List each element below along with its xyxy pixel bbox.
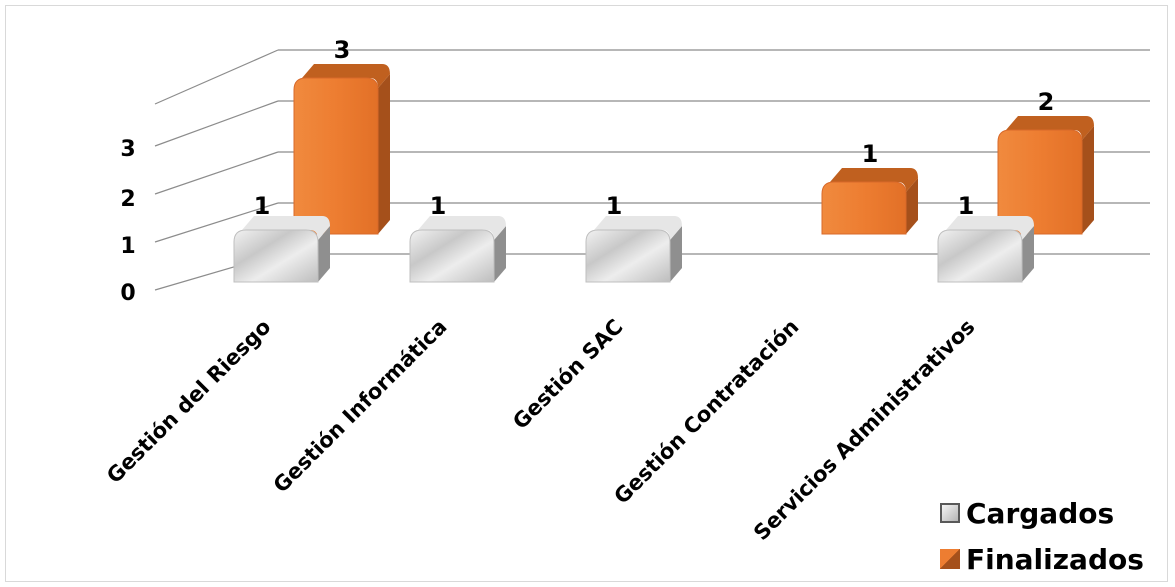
gridline-diag-3 xyxy=(154,100,279,147)
bar-cargados-4 xyxy=(937,216,1034,283)
legend-label-cargados: Cargados xyxy=(966,496,1115,530)
category-label-2: Gestión SAC xyxy=(508,315,627,434)
category-label-0: Gestión del Riesgo xyxy=(102,315,275,488)
data-label-finalizados-0: 3 xyxy=(334,36,351,64)
legend-item-cargados: Cargados xyxy=(940,490,1144,536)
gridline-diag-2 xyxy=(154,151,279,195)
gridline-diag-top xyxy=(154,49,279,105)
ytick-label-2: 2 xyxy=(120,187,135,212)
category-label-1: Gestión Informática xyxy=(269,315,452,498)
bar-finalizados-3 xyxy=(821,168,918,235)
ytick-label-0: 0 xyxy=(120,281,135,306)
bar-finalizados-0 xyxy=(293,64,390,235)
legend-label-finalizados: Finalizados xyxy=(966,542,1144,576)
bar-cargados-1 xyxy=(409,216,506,283)
gridline-diag-1 xyxy=(154,202,279,243)
data-label-finalizados-4: 2 xyxy=(1038,88,1055,116)
legend: Cargados Finalizados xyxy=(940,490,1144,582)
legend-swatch-finalizados xyxy=(940,549,960,569)
data-label-cargados-2: 1 xyxy=(606,192,623,220)
data-label-finalizados-3: 1 xyxy=(862,140,879,168)
ytick-label-1: 1 xyxy=(120,234,135,259)
legend-swatch-cargados xyxy=(940,503,960,523)
data-label-cargados-0: 1 xyxy=(254,192,271,220)
data-label-cargados-4: 1 xyxy=(958,192,975,220)
legend-item-finalizados: Finalizados xyxy=(940,536,1144,582)
bar-finalizados-4 xyxy=(997,116,1094,235)
bar-cargados-2 xyxy=(585,216,682,283)
data-label-cargados-1: 1 xyxy=(430,192,447,220)
bar-cargados-0 xyxy=(233,216,330,283)
ytick-label-3: 3 xyxy=(120,137,135,162)
category-label-3: Gestión Contratación xyxy=(609,315,803,509)
